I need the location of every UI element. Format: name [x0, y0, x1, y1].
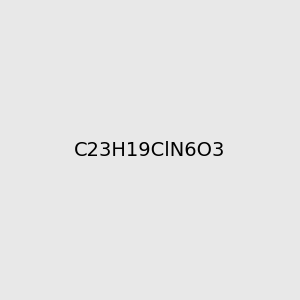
Text: C23H19ClN6O3: C23H19ClN6O3 [74, 140, 226, 160]
